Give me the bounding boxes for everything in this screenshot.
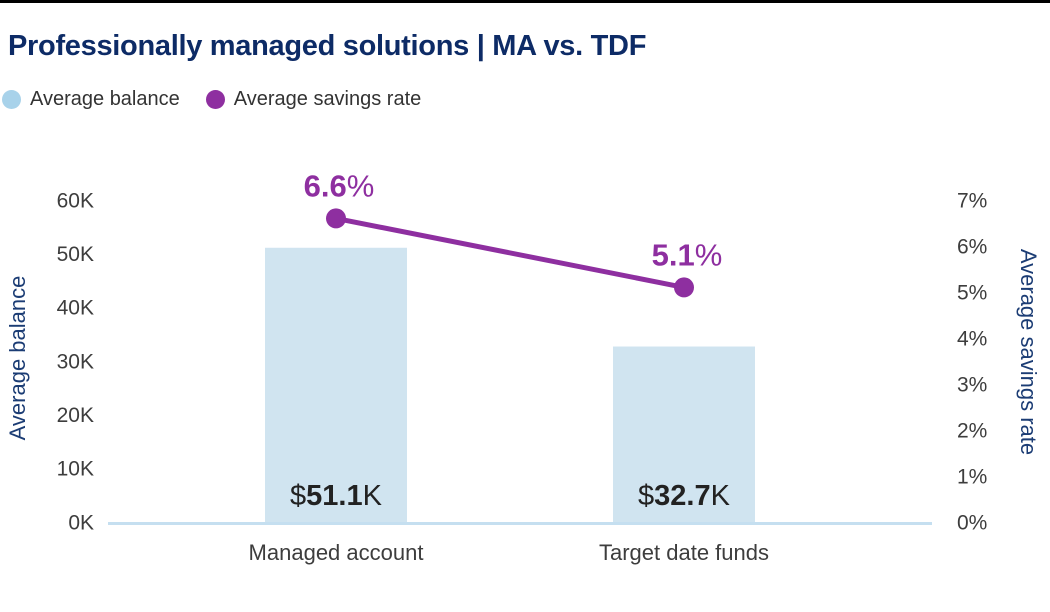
left-axis-tick-0k: 0K [68, 511, 94, 534]
chart-title: Professionally managed solutions | MA vs… [8, 30, 647, 62]
right-axis-tick-3: 3% [957, 373, 987, 396]
legend-item-average-balance: Average balance [2, 88, 180, 111]
left-axis-tick-50k: 50K [57, 243, 94, 266]
left-axis-tick-30k: 30K [57, 350, 94, 373]
left-axis-tick-40k: 40K [57, 297, 94, 320]
savings-rate-marker-target-date-funds [674, 277, 694, 298]
right-axis-tick-7: 7% [957, 189, 987, 212]
savings-rate-value-label-target-date-funds: 5.1% [652, 237, 723, 272]
right-axis-tick-4: 4% [957, 327, 987, 350]
legend-item-average-savings-rate: Average savings rate [205, 88, 422, 111]
balance-series-dot-icon [2, 90, 21, 109]
right-axis-tick-0: 0% [957, 511, 987, 534]
right-axis-title: Average savings rate [1016, 249, 1041, 455]
bar-value-label-managed-account: $51.1K [290, 480, 383, 512]
left-axis-tick-60k: 60K [57, 189, 94, 212]
category-label-target-date-funds: Target date funds [599, 540, 769, 565]
savings-series-dot-icon [205, 90, 225, 109]
right-axis-tick-1: 1% [957, 465, 987, 488]
legend-label-average-savings-rate: Average savings rate [233, 88, 422, 110]
legend-label-average-balance: Average balance [30, 88, 180, 110]
legend: Average balance Average savings rate [2, 88, 421, 111]
category-label-managed-account: Managed account [249, 540, 424, 565]
left-axis-tick-20k: 20K [57, 404, 94, 427]
savings-rate-value-label-managed-account: 6.6% [304, 168, 375, 203]
right-axis-tick-2: 2% [957, 419, 987, 442]
top-border [0, 0, 1050, 3]
right-axis-tick-6: 6% [957, 235, 987, 258]
bar-target-date-funds [613, 346, 755, 522]
savings-rate-line [335, 215, 685, 290]
bar-value-label-target-date-funds: $32.7K [638, 480, 731, 512]
savings-rate-marker-managed-account [326, 208, 346, 229]
left-axis-title: Average balance [5, 276, 30, 441]
left-axis-tick-10k: 10K [57, 458, 94, 481]
bar-managed-account [265, 247, 407, 522]
right-axis-tick-5: 5% [957, 281, 987, 304]
